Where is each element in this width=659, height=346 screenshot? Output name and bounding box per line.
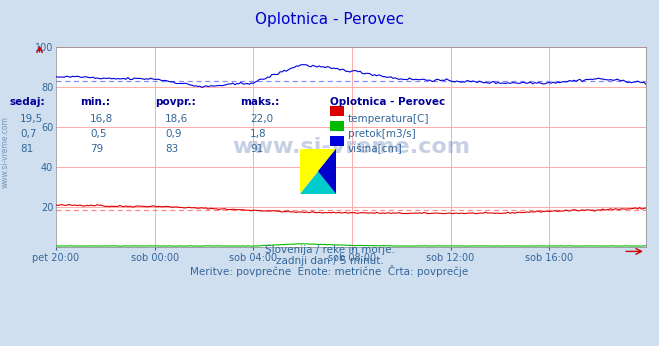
Text: 91: 91 — [250, 144, 263, 154]
Text: pretok[m3/s]: pretok[m3/s] — [348, 129, 416, 139]
Text: 83: 83 — [165, 144, 178, 154]
Text: Meritve: povprečne  Enote: metrične  Črta: povprečje: Meritve: povprečne Enote: metrične Črta:… — [190, 265, 469, 277]
Text: povpr.:: povpr.: — [155, 97, 196, 107]
Text: 0,9: 0,9 — [165, 129, 181, 139]
Bar — [330, 136, 344, 146]
Bar — [330, 121, 344, 131]
Text: zadnji dan / 5 minut.: zadnji dan / 5 minut. — [275, 256, 384, 266]
Text: 81: 81 — [20, 144, 33, 154]
Polygon shape — [300, 149, 336, 194]
Text: 0,7: 0,7 — [20, 129, 36, 139]
Text: www.si-vreme.com: www.si-vreme.com — [232, 137, 470, 157]
Text: maks.:: maks.: — [240, 97, 279, 107]
Text: Oplotnica - Perovec: Oplotnica - Perovec — [330, 97, 445, 107]
Text: 79: 79 — [90, 144, 103, 154]
Text: sedaj:: sedaj: — [10, 97, 45, 107]
Text: 22,0: 22,0 — [250, 114, 273, 124]
Text: Slovenija / reke in morje.: Slovenija / reke in morje. — [264, 245, 395, 255]
Text: min.:: min.: — [80, 97, 110, 107]
Text: temperatura[C]: temperatura[C] — [348, 114, 430, 124]
Text: 18,6: 18,6 — [165, 114, 188, 124]
Polygon shape — [300, 149, 336, 194]
Bar — [330, 106, 344, 116]
Text: Oplotnica - Perovec: Oplotnica - Perovec — [255, 12, 404, 27]
Text: 1,8: 1,8 — [250, 129, 267, 139]
Text: 0,5: 0,5 — [90, 129, 107, 139]
Text: 16,8: 16,8 — [90, 114, 113, 124]
Text: www.si-vreme.com: www.si-vreme.com — [1, 116, 10, 188]
Text: višina[cm]: višina[cm] — [348, 144, 403, 154]
Text: 19,5: 19,5 — [20, 114, 43, 124]
Polygon shape — [318, 149, 336, 194]
